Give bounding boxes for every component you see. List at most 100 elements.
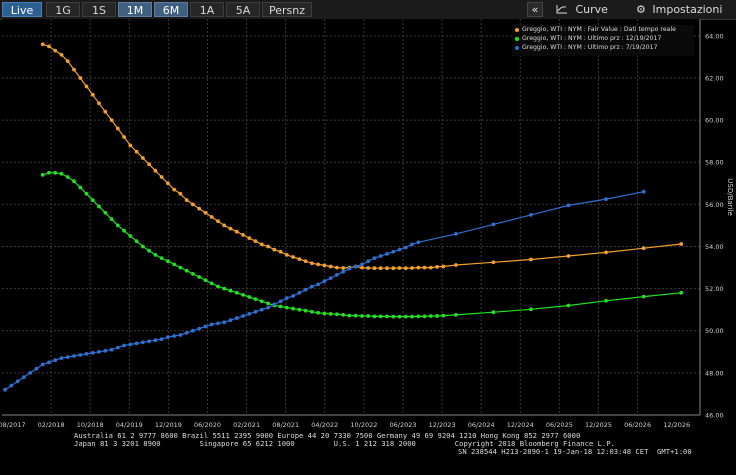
series-point-1: [491, 310, 496, 315]
series-point-1: [203, 278, 208, 283]
collapse-button[interactable]: «: [527, 2, 543, 17]
series-point-0: [209, 215, 214, 219]
legend-dot-orange: [515, 28, 519, 32]
series-point-1: [172, 262, 177, 267]
series-point-1: [385, 314, 389, 319]
series-point-1: [153, 253, 158, 257]
legend-dot-blue: [515, 46, 519, 50]
series-point-0: [247, 236, 252, 241]
series-point-2: [78, 353, 83, 357]
curve-button[interactable]: Curve: [556, 2, 608, 17]
series-point-0: [428, 265, 433, 270]
footer: Australia 61 2 9777 8600 Brazil 5511 239…: [0, 431, 736, 475]
tab-1a[interactable]: 1A: [190, 2, 224, 17]
series-point-0: [172, 187, 177, 192]
series-point-0: [416, 265, 421, 270]
series-point-1: [284, 305, 289, 310]
series-point-0: [178, 191, 183, 196]
series-point-2: [278, 299, 283, 304]
series-point-0: [141, 156, 145, 160]
series-point-1: [253, 297, 258, 301]
settings-button[interactable]: ⚙ Impostazioni: [636, 2, 722, 17]
footer-line-3: SN 238544 H213-2890-1 19-Jan-18 12:03:48…: [458, 447, 692, 456]
footer-line-1: Australia 61 2 9777 8600 Brazil 5511 239…: [74, 431, 581, 440]
series-point-1: [303, 308, 308, 313]
series-point-2: [191, 328, 195, 333]
series-point-1: [322, 311, 327, 316]
series-point-1: [147, 248, 152, 253]
series-point-1: [566, 303, 571, 308]
series-point-2: [147, 339, 152, 344]
series-point-0: [441, 264, 446, 269]
series-point-2: [128, 342, 133, 347]
y-tick-label: 50.00: [705, 327, 724, 335]
series-point-1: [347, 313, 352, 318]
series-point-2: [272, 302, 277, 307]
series-point-0: [147, 162, 152, 167]
series-point-2: [284, 296, 289, 300]
series-point-2: [397, 247, 402, 252]
y-tick-label: 48.00: [705, 369, 724, 377]
x-tick-label: 08/2021: [272, 421, 299, 429]
series-point-0: [103, 109, 108, 114]
tab-1g[interactable]: 1G: [46, 2, 80, 17]
tab-5a[interactable]: 5A: [226, 2, 260, 17]
series-point-1: [234, 290, 239, 295]
series-point-1: [40, 173, 45, 177]
x-tick-label: 06/2020: [194, 421, 221, 429]
series-point-1: [97, 204, 101, 209]
series-point-2: [15, 379, 20, 384]
series-point-2: [378, 254, 383, 258]
x-tick-label: 06/2025: [546, 421, 573, 429]
series-point-0: [128, 143, 133, 148]
series-point-1: [259, 299, 264, 304]
series-point-2: [47, 360, 51, 365]
series-point-0: [297, 257, 302, 261]
series-point-1: [529, 307, 533, 312]
tab-1m[interactable]: 1M: [118, 2, 152, 17]
series-point-1: [397, 314, 402, 319]
series-point-1: [454, 313, 458, 317]
series-point-0: [203, 210, 208, 215]
series-point-1: [53, 170, 58, 175]
legend-item-last-7-19: Greggio, WTI : NYM : Ultimo prz : 7/19/2…: [512, 43, 694, 52]
series-point-2: [53, 358, 58, 363]
series-point-1: [410, 314, 414, 319]
tab-6m[interactable]: 6M: [154, 2, 188, 17]
series-point-1: [422, 314, 427, 319]
x-tick-label: 12/2019: [155, 421, 182, 429]
series-point-0: [316, 262, 320, 267]
series-point-2: [109, 347, 114, 352]
legend-item-last-12-19: Greggio, WTI : NYM : Ultimo prz : 12/19/…: [512, 34, 694, 43]
x-tick-label: 04/2022: [311, 421, 338, 429]
series-point-2: [641, 189, 646, 194]
series-point-1: [391, 314, 396, 319]
series-point-2: [197, 326, 202, 331]
series-point-0: [397, 266, 402, 270]
series-point-1: [197, 275, 202, 279]
settings-label: Impostazioni: [652, 3, 723, 16]
series-point-1: [403, 314, 408, 319]
series-point-2: [341, 269, 346, 274]
series-point-2: [203, 324, 208, 329]
series-point-0: [422, 265, 427, 270]
series-point-0: [454, 263, 458, 267]
series-point-0: [184, 198, 189, 203]
series-point-1: [128, 234, 133, 238]
series-point-2: [134, 341, 139, 346]
y-axis-title: USD/Barile: [726, 178, 734, 215]
y-tick-label: 52.00: [705, 285, 724, 293]
series-point-1: [435, 314, 439, 318]
tab-persnz[interactable]: Persnz: [262, 2, 312, 17]
series-point-2: [316, 282, 320, 287]
tab-live[interactable]: Live: [2, 2, 42, 17]
series-point-0: [310, 261, 314, 266]
series-point-1: [78, 185, 83, 190]
series-point-0: [259, 242, 264, 247]
series-point-0: [90, 92, 95, 97]
series-point-2: [122, 343, 126, 348]
series-point-0: [266, 244, 270, 249]
series-point-2: [391, 249, 396, 254]
tab-1s[interactable]: 1S: [82, 2, 116, 17]
series-point-0: [216, 219, 220, 224]
